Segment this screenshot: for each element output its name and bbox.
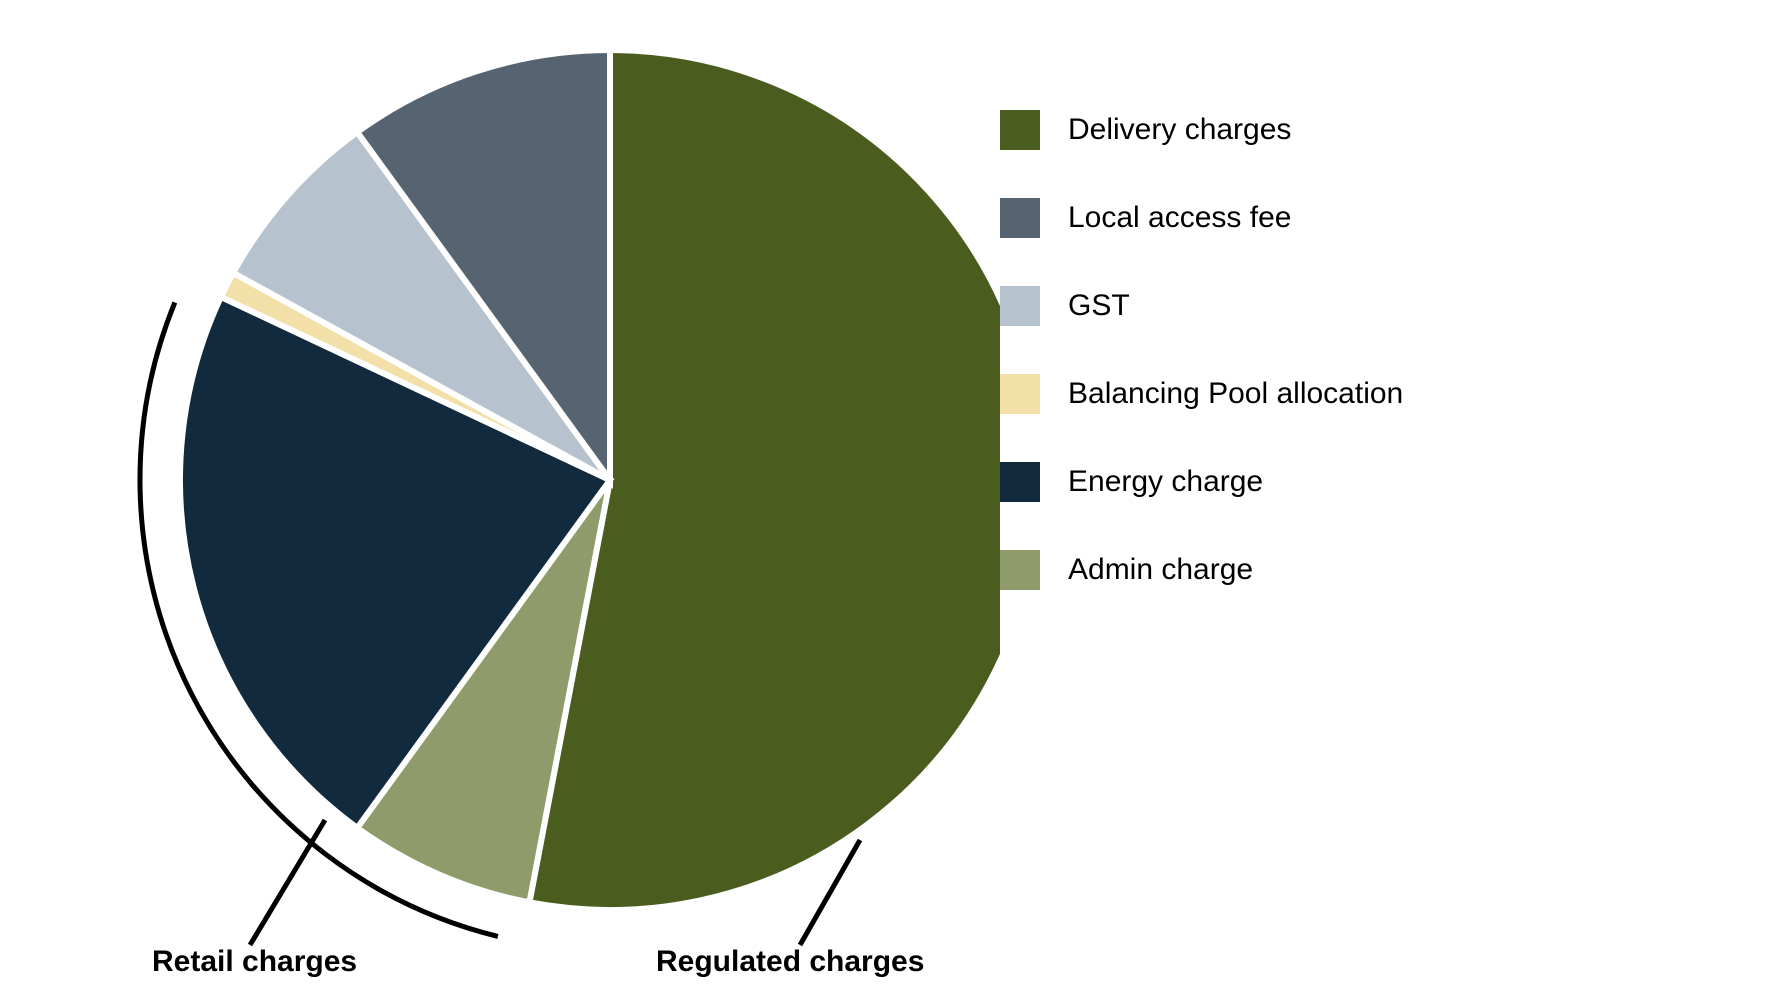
legend-label-gst: GST xyxy=(1068,289,1130,323)
legend-swatch-energy xyxy=(1000,462,1040,502)
legend-item-gst: GST xyxy=(1000,286,1500,326)
legend-label-admin: Admin charge xyxy=(1068,553,1253,587)
legend-swatch-gst xyxy=(1000,286,1040,326)
legend-swatch-delivery xyxy=(1000,110,1040,150)
legend-label-energy: Energy charge xyxy=(1068,465,1263,499)
legend-item-energy: Energy charge xyxy=(1000,462,1500,502)
legend: Delivery charges Local access fee GST Balan… xyxy=(1000,110,1500,638)
pie-chart xyxy=(100,20,1000,980)
legend-label-balancing: Balancing Pool allocation xyxy=(1068,377,1403,411)
legend-item-delivery: Delivery charges xyxy=(1000,110,1500,150)
legend-item-local: Local access fee xyxy=(1000,198,1500,238)
legend-swatch-local xyxy=(1000,198,1040,238)
retail-leader-line xyxy=(250,820,325,945)
legend-item-admin: Admin charge xyxy=(1000,550,1500,590)
legend-swatch-balancing xyxy=(1000,374,1040,414)
regulated-charges-label: Regulated charges xyxy=(656,945,924,979)
legend-item-balancing: Balancing Pool allocation xyxy=(1000,374,1500,414)
retail-charges-label: Retail charges xyxy=(152,945,357,979)
legend-label-local: Local access fee xyxy=(1068,201,1291,235)
legend-label-delivery: Delivery charges xyxy=(1068,113,1291,147)
pie-chart-svg xyxy=(100,20,1000,980)
legend-swatch-admin xyxy=(1000,550,1040,590)
